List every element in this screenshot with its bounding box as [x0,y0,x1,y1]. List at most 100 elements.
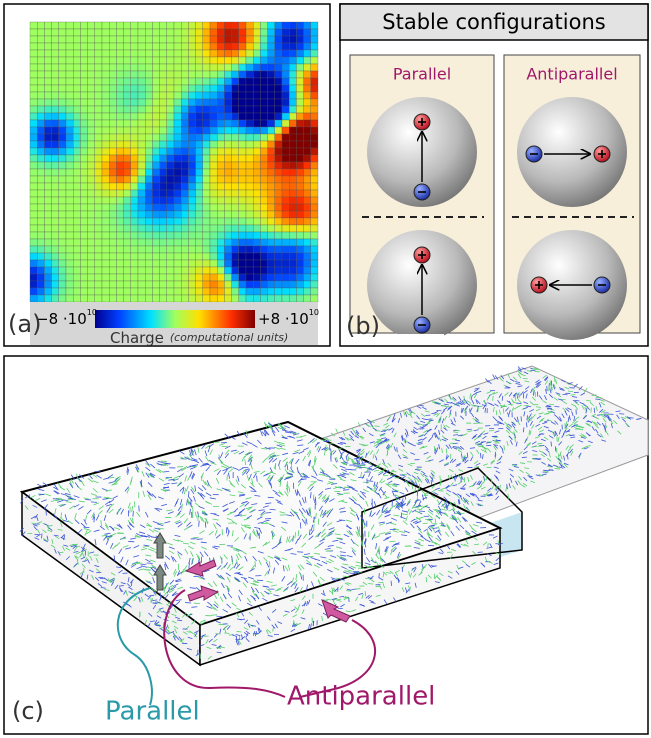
heat-cell [253,71,260,78]
heat-cell [217,274,224,281]
heat-cell [124,127,131,134]
heat-cell [124,211,131,218]
heat-cell [124,120,131,127]
heat-cell [80,288,87,295]
heat-cell [232,148,239,155]
heat-cell [174,127,181,134]
heat-cell [260,134,267,141]
heat-cell [124,295,131,302]
heat-cell [253,36,260,43]
heat-cell [289,197,296,204]
heat-cell [131,134,138,141]
heat-cell [210,267,217,274]
heat-cell [138,64,145,71]
heat-cell [304,232,311,239]
heat-cell [268,169,275,176]
heat-cell [37,281,44,288]
heat-cell [311,155,318,162]
heat-cell [289,225,296,232]
heat-cell [304,183,311,190]
heat-cell [260,232,267,239]
heat-cell [160,281,167,288]
heat-cell [296,148,303,155]
heat-cell [80,239,87,246]
heat-cell [109,253,116,260]
heat-cell [73,134,80,141]
heat-cell [268,232,275,239]
heat-cell [246,85,253,92]
heat-cell [73,162,80,169]
heat-cell [88,141,95,148]
heat-cell [102,288,109,295]
heat-cell [167,120,174,127]
heat-cell [282,57,289,64]
heat-cell [145,43,152,50]
heat-cell [282,127,289,134]
heat-cell [296,141,303,148]
heat-cell [73,141,80,148]
heat-cell [246,43,253,50]
heat-cell [44,36,51,43]
heat-cell [188,113,195,120]
heat-cell [160,190,167,197]
heat-cell [37,162,44,169]
heat-cell [37,211,44,218]
heat-cell [311,288,318,295]
heat-cell [145,85,152,92]
heat-cell [217,267,224,274]
heat-cell [52,141,59,148]
heat-cell [116,120,123,127]
heat-cell [145,295,152,302]
heat-cell [109,204,116,211]
heat-cell [210,57,217,64]
heat-cell [52,274,59,281]
heat-cell [167,92,174,99]
heat-cell [138,176,145,183]
heat-cell [275,155,282,162]
heat-cell [88,43,95,50]
heat-cell [275,183,282,190]
heat-cell [44,57,51,64]
heat-cell [232,64,239,71]
heat-cell [232,113,239,120]
heat-cell [260,57,267,64]
heat-cell [66,162,73,169]
heat-cell [44,239,51,246]
heat-cell [196,99,203,106]
heat-cell [66,127,73,134]
heat-cell [239,274,246,281]
heat-cell [30,113,37,120]
heat-cell [59,204,66,211]
heat-cell [167,64,174,71]
heat-cell [268,71,275,78]
heat-cell [88,106,95,113]
heat-cell [167,169,174,176]
heat-cell [59,162,66,169]
heat-cell [289,134,296,141]
heat-cell [268,225,275,232]
heat-cell [109,120,116,127]
heat-cell [66,155,73,162]
heat-cell [239,92,246,99]
heat-cell [217,120,224,127]
heat-cell [296,253,303,260]
heat-cell [210,225,217,232]
heat-cell [59,155,66,162]
heat-cell [232,211,239,218]
heat-cell [109,246,116,253]
heat-cell [196,281,203,288]
heat-cell [311,148,318,155]
heat-cell [246,274,253,281]
heat-cell [253,148,260,155]
heat-cell [131,190,138,197]
vector [318,519,319,525]
heat-cell [124,50,131,57]
heat-cell [268,253,275,260]
heat-cell [210,204,217,211]
heat-cell [196,36,203,43]
heat-cell [138,211,145,218]
heat-cell [232,218,239,225]
heat-cell [282,50,289,57]
heat-cell [145,260,152,267]
heat-cell [181,127,188,134]
